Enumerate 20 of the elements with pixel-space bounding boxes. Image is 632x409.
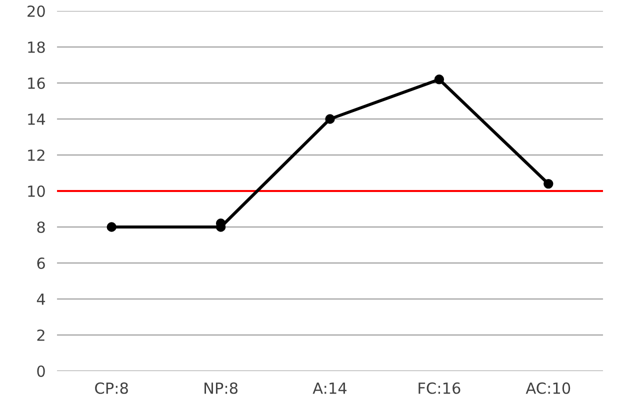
y-tick-label: 20 xyxy=(28,5,45,18)
y-tick-label: 2 xyxy=(37,329,44,341)
y-tick-label: 6 xyxy=(37,257,45,270)
x-tick-label: AC:10 xyxy=(526,382,570,394)
point xyxy=(325,114,335,124)
y-tick-label: 12 xyxy=(28,149,44,161)
point xyxy=(106,222,116,232)
point xyxy=(544,178,554,189)
y-tick-label: 16 xyxy=(28,77,45,90)
y-tick-label: 14 xyxy=(28,114,46,125)
x-tick-label: CP:8 xyxy=(95,382,128,394)
x-tick-label: A:14 xyxy=(312,382,347,394)
y-tick-label: 4 xyxy=(36,294,46,305)
x-tick-label: FC:16 xyxy=(418,382,460,394)
y-tick-label: 10 xyxy=(28,185,45,198)
y-tick-label: 0 xyxy=(37,365,45,378)
y-tick-label: 8 xyxy=(37,221,45,234)
x-tick-label: NP:8 xyxy=(204,382,238,394)
y-tick-label: 18 xyxy=(28,41,45,54)
point xyxy=(434,74,444,84)
